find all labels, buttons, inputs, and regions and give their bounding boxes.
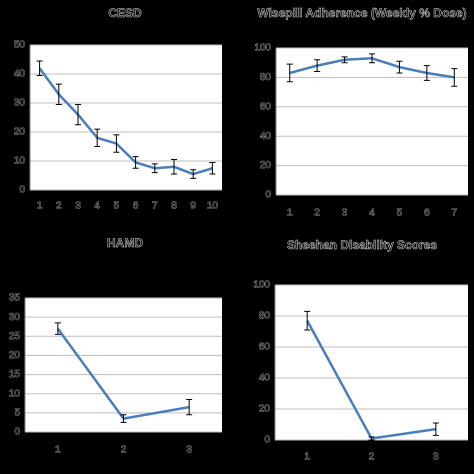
x-tick-label: 7 <box>452 208 458 219</box>
chart-title: Sheehan Disability Scores <box>286 238 438 253</box>
x-tick-label: 4 <box>369 208 375 219</box>
error-bar <box>120 414 127 423</box>
error-bar <box>423 65 430 81</box>
x-tick-label: 2 <box>121 445 127 456</box>
error-bar <box>432 422 439 436</box>
y-tick-label: 60 <box>259 342 271 353</box>
y-tick-label: 20 <box>260 160 272 171</box>
x-tick-label: 1 <box>37 201 43 212</box>
y-tick-label: 40 <box>260 131 272 142</box>
error-bar <box>209 161 216 175</box>
y-tick-label: 10 <box>9 388 21 399</box>
error-bar <box>113 134 120 153</box>
error-bar <box>54 322 61 335</box>
error-bar <box>341 56 348 64</box>
y-tick-label: 5 <box>14 407 20 418</box>
plot-area <box>30 45 222 190</box>
x-tick-label: 7 <box>152 201 158 212</box>
y-tick-label: 25 <box>9 331 21 342</box>
x-tick-label: 6 <box>424 208 430 219</box>
y-tick-label: 0 <box>19 185 25 196</box>
y-tick-label: 15 <box>9 369 21 380</box>
error-bar <box>186 398 193 416</box>
x-tick-label: 3 <box>186 445 192 456</box>
plot-area <box>25 298 222 432</box>
y-tick-label: 40 <box>14 69 26 80</box>
y-tick-label: 80 <box>259 311 271 322</box>
x-tick-label: 5 <box>114 201 120 212</box>
error-bar <box>314 59 321 73</box>
x-tick-label: 2 <box>56 201 62 212</box>
data-line <box>38 67 213 176</box>
chart-title: Wisepill Adherence (Weekly % Dose) <box>257 6 467 21</box>
error-bar <box>171 159 177 175</box>
y-tick-label: 100 <box>253 280 270 291</box>
y-tick-label: 40 <box>259 373 271 384</box>
x-tick-label: 1 <box>304 452 310 463</box>
y-tick-label: 50 <box>14 40 26 51</box>
error-bar <box>369 53 375 64</box>
x-tick-label: 3 <box>75 201 81 212</box>
plot-area <box>275 285 468 440</box>
error-bar <box>304 310 311 331</box>
y-tick-label: 20 <box>259 404 271 415</box>
error-bar <box>55 83 62 105</box>
y-tick-label: 20 <box>14 127 26 138</box>
error-bar <box>36 60 43 76</box>
y-tick-label: 20 <box>9 350 21 361</box>
x-tick-label: 3 <box>342 208 348 219</box>
y-tick-label: 0 <box>265 190 271 201</box>
y-tick-label: 10 <box>14 156 26 167</box>
y-tick-label: 30 <box>9 312 21 323</box>
y-tick-label: 60 <box>260 101 272 112</box>
error-bar <box>132 156 139 169</box>
error-bar <box>75 103 81 126</box>
y-tick-label: 100 <box>254 43 271 54</box>
x-tick-label: 2 <box>314 208 320 219</box>
x-tick-label: 2 <box>369 452 375 463</box>
y-tick-label: 0 <box>264 435 270 446</box>
x-tick-label: 1 <box>287 208 293 219</box>
y-tick-label: 30 <box>14 98 26 109</box>
x-tick-label: 4 <box>94 201 100 212</box>
error-bar <box>151 163 158 174</box>
y-tick-label: 0 <box>14 427 20 438</box>
x-tick-label: 9 <box>190 201 196 212</box>
x-tick-label: 1 <box>55 445 61 456</box>
error-bar <box>190 169 197 179</box>
x-tick-label: 5 <box>397 208 403 219</box>
error-bar <box>368 436 375 441</box>
x-tick-label: 6 <box>133 201 139 212</box>
y-tick-label: 80 <box>260 72 272 83</box>
error-bar <box>286 63 293 83</box>
chart-title: HAMD <box>107 236 144 251</box>
plot-area <box>276 48 468 195</box>
x-tick-label: 8 <box>171 201 177 212</box>
y-tick-label: 35 <box>9 293 21 304</box>
error-bar <box>451 68 458 87</box>
error-bar <box>396 60 403 74</box>
chart-title: CESD <box>108 6 142 21</box>
error-bar <box>94 128 101 147</box>
x-tick-label: 10 <box>207 201 219 212</box>
x-tick-label: 3 <box>433 452 439 463</box>
